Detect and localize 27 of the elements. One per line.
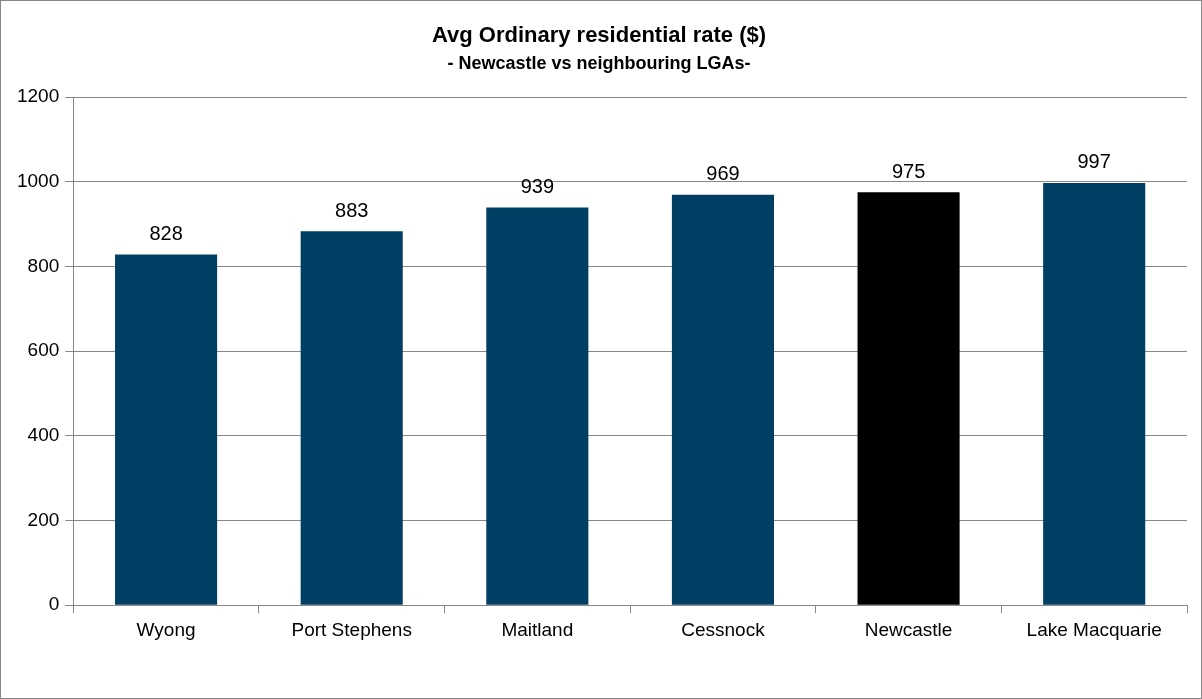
bar	[857, 192, 960, 605]
bar	[300, 231, 403, 605]
chart-title: Avg Ordinary residential rate ($)	[431, 22, 767, 48]
data-label: 828	[149, 222, 183, 245]
x-tick-label: Wyong	[136, 618, 196, 640]
x-tick-label: Newcastle	[864, 618, 953, 640]
bar	[115, 254, 218, 605]
y-tick-label: 600	[27, 339, 60, 361]
y-tick-label: 0	[48, 593, 60, 615]
data-label: 883	[335, 198, 369, 221]
y-tick-label: 1000	[16, 169, 60, 191]
bar	[1043, 182, 1146, 605]
y-tick-label: 1200	[16, 85, 60, 107]
data-label: 997	[1077, 150, 1111, 173]
x-tick-label: Port Stephens	[291, 618, 412, 640]
y-tick-label: 200	[27, 508, 60, 530]
x-tick-label: Cessnock	[681, 618, 766, 640]
bar	[671, 194, 774, 605]
x-tick-label: Maitland	[501, 618, 574, 640]
y-tick-label: 400	[27, 424, 60, 446]
y-tick-label: 800	[27, 254, 60, 276]
data-label: 969	[706, 162, 740, 185]
bar	[486, 207, 589, 605]
data-label: 939	[520, 175, 555, 198]
chart-subtitle: - Newcastle vs neighbouring LGAs-	[447, 53, 751, 74]
data-label: 975	[891, 159, 926, 182]
x-tick-label: Lake Macquarie	[1026, 618, 1162, 640]
